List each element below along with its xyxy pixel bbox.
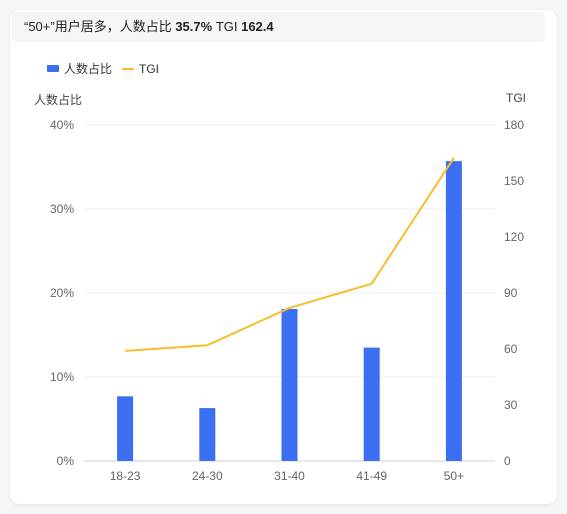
y-axis-right-title: TGI [506,91,526,105]
legend-line-swatch [122,67,135,70]
x-tick-label: 41-49 [356,469,387,483]
y-tick-left: 10% [50,370,74,384]
y-tick-right: 30 [504,398,518,412]
y-tick-right: 90 [504,286,518,300]
bar-31-40 [281,308,298,461]
bar-24-30 [199,408,216,461]
y-tick-left: 20% [50,286,74,300]
x-tick-label: 50+ [444,469,464,483]
y-tick-left: 30% [50,202,74,216]
legend-bar-swatch [47,65,59,72]
y-axis-left-title: 人数占比 [34,93,83,107]
legend-bar-label: 人数占比 [64,62,113,76]
chart-legend: 人数占比 TGI [47,60,169,77]
x-tick-label: 24-30 [192,469,223,483]
summary-tgi-label: TGI [212,19,242,34]
summary-share-value: 35.7% [175,19,213,34]
y-tick-right: 150 [504,174,524,188]
y-tick-right: 60 [504,342,518,356]
summary-banner: “50+”用户居多，人数占比 35.7% TGI 162.4 [12,12,545,42]
y-tick-right: 0 [504,454,511,468]
bar-18-23 [117,396,134,461]
y-tick-right: 180 [504,118,524,132]
summary-prefix: “50+”用户居多，人数占比 [24,19,176,34]
legend-item-tgi[interactable]: TGI [122,62,159,76]
x-tick-label: 31-40 [274,469,305,483]
bar-41-49 [363,347,380,461]
x-tick-label: 18-23 [110,469,141,483]
legend-line-label: TGI [139,61,160,76]
legend-item-share[interactable]: 人数占比 [47,60,112,77]
bar-50+ [445,161,462,461]
y-tick-right: 120 [504,230,524,244]
summary-tgi-value: 162.4 [241,19,274,34]
y-tick-left: 0% [57,454,75,468]
y-tick-left: 40% [50,118,74,132]
